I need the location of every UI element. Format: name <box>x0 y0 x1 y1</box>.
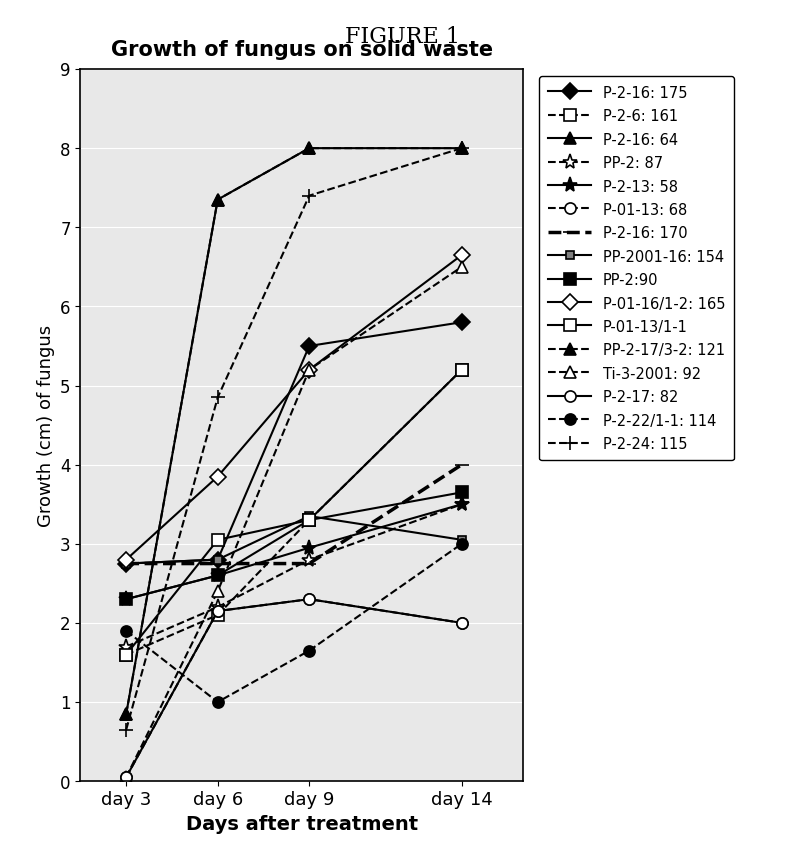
X-axis label: Days after treatment: Days after treatment <box>186 814 417 833</box>
Title: Growth of fungus on solid waste: Growth of fungus on solid waste <box>110 40 493 60</box>
Y-axis label: Growth (cm) of fungus: Growth (cm) of fungus <box>36 325 55 526</box>
Text: FIGURE 1: FIGURE 1 <box>345 26 459 48</box>
Legend: P-2-16: 175, P-2-6: 161, P-2-16: 64, PP-2: 87, P-2-13: 58, P-01-13: 68, P-2-16: : P-2-16: 175, P-2-6: 161, P-2-16: 64, PP-… <box>539 76 734 461</box>
